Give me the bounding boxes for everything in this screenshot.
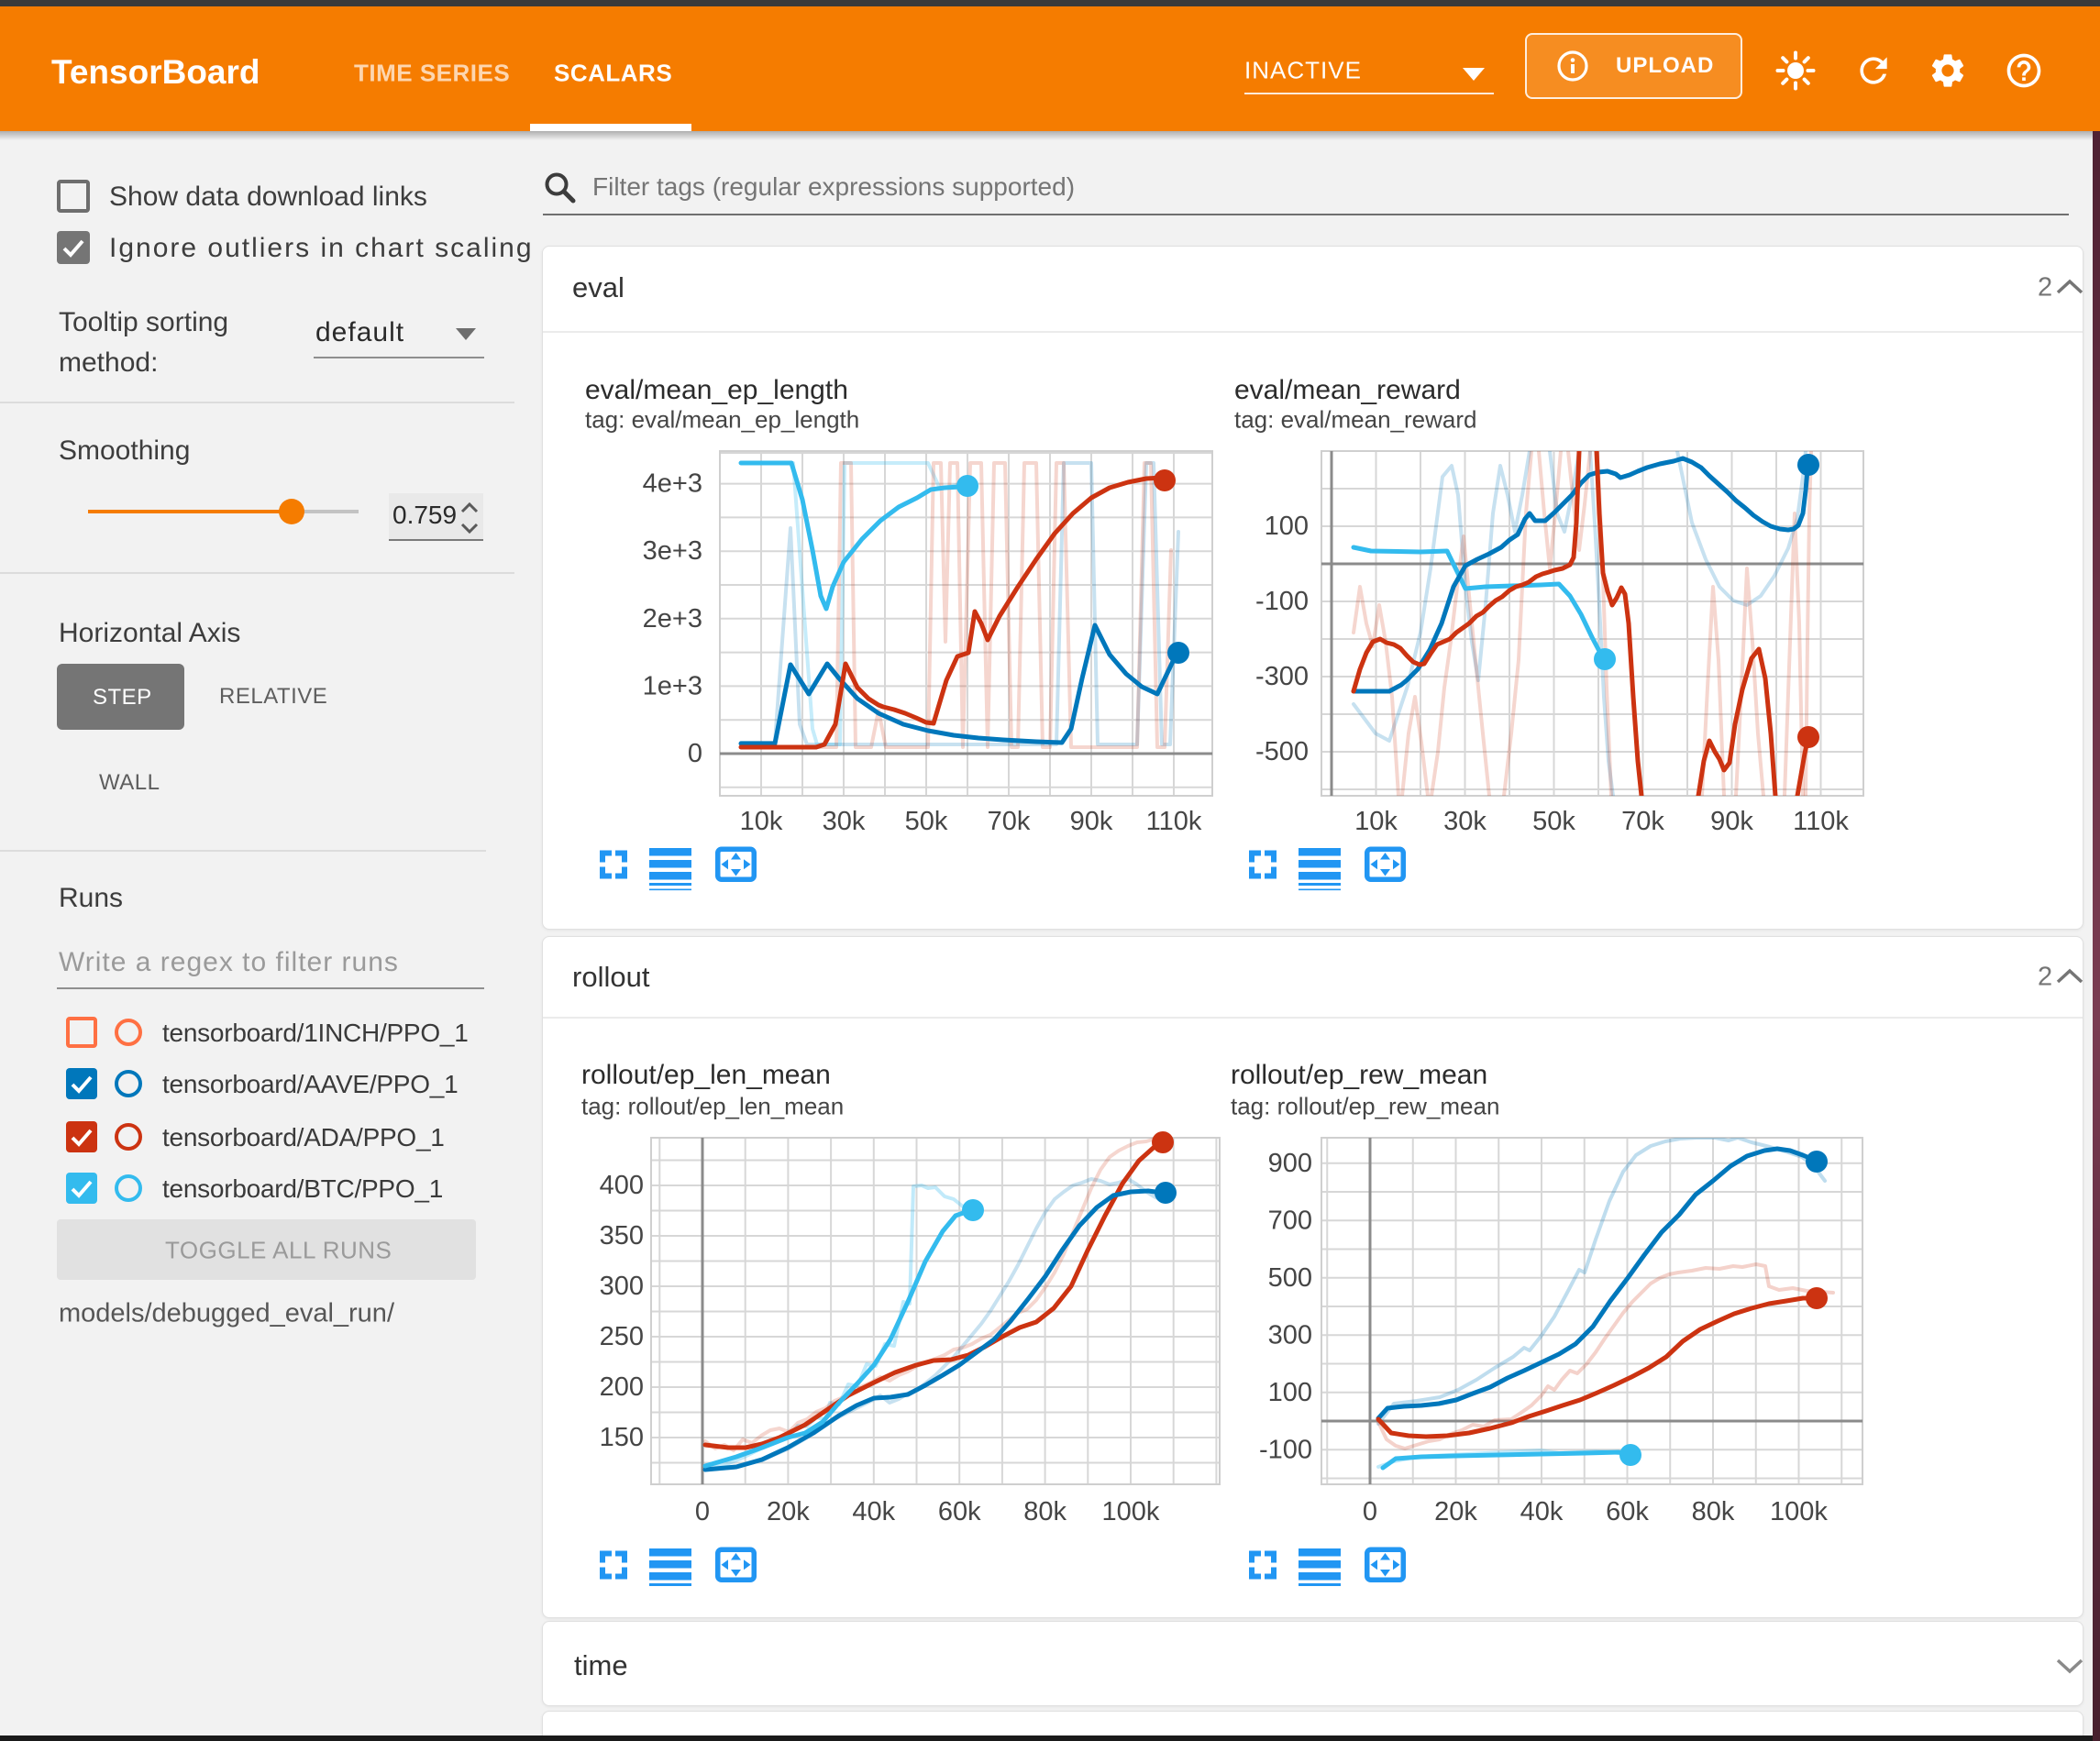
- svg-text:300: 300: [1268, 1320, 1312, 1350]
- svg-text:40k: 40k: [1520, 1497, 1564, 1526]
- svg-text:60k: 60k: [938, 1497, 981, 1526]
- svg-text:50k: 50k: [905, 807, 948, 836]
- svg-text:110k: 110k: [1793, 807, 1849, 836]
- svg-text:900: 900: [1268, 1149, 1312, 1178]
- svg-text:100: 100: [1265, 512, 1309, 541]
- svg-text:1e+3: 1e+3: [643, 671, 702, 700]
- svg-text:2e+3: 2e+3: [643, 604, 702, 634]
- svg-text:100: 100: [1268, 1378, 1312, 1407]
- svg-text:300: 300: [600, 1272, 644, 1301]
- svg-text:80k: 80k: [1692, 1497, 1735, 1526]
- svg-text:100k: 100k: [1770, 1497, 1828, 1526]
- svg-text:20k: 20k: [767, 1497, 810, 1526]
- svg-text:50k: 50k: [1532, 807, 1575, 836]
- svg-text:0: 0: [695, 1497, 710, 1526]
- svg-text:70k: 70k: [1621, 807, 1664, 836]
- svg-text:60k: 60k: [1606, 1497, 1649, 1526]
- svg-text:-100: -100: [1259, 1435, 1312, 1464]
- svg-text:70k: 70k: [988, 807, 1031, 836]
- svg-text:90k: 90k: [1710, 807, 1753, 836]
- svg-text:10k: 10k: [740, 807, 783, 836]
- svg-text:0: 0: [688, 739, 702, 768]
- svg-text:30k: 30k: [823, 807, 866, 836]
- svg-text:150: 150: [600, 1423, 644, 1452]
- svg-text:40k: 40k: [852, 1497, 895, 1526]
- svg-text:110k: 110k: [1146, 807, 1202, 836]
- svg-text:0: 0: [1363, 1497, 1377, 1526]
- svg-text:400: 400: [600, 1171, 644, 1200]
- svg-text:100k: 100k: [1102, 1497, 1160, 1526]
- svg-text:-300: -300: [1255, 662, 1309, 691]
- svg-text:350: 350: [600, 1221, 644, 1251]
- svg-text:10k: 10k: [1354, 807, 1398, 836]
- svg-text:500: 500: [1268, 1263, 1312, 1293]
- svg-text:-100: -100: [1255, 587, 1309, 616]
- svg-text:3e+3: 3e+3: [643, 536, 702, 566]
- svg-text:90k: 90k: [1070, 807, 1113, 836]
- svg-text:20k: 20k: [1434, 1497, 1477, 1526]
- svg-text:30k: 30k: [1443, 807, 1487, 836]
- svg-text:-500: -500: [1255, 737, 1309, 766]
- svg-text:250: 250: [600, 1322, 644, 1351]
- svg-text:80k: 80k: [1023, 1497, 1067, 1526]
- svg-text:700: 700: [1268, 1206, 1312, 1235]
- svg-text:200: 200: [600, 1372, 644, 1402]
- svg-text:4e+3: 4e+3: [643, 469, 702, 499]
